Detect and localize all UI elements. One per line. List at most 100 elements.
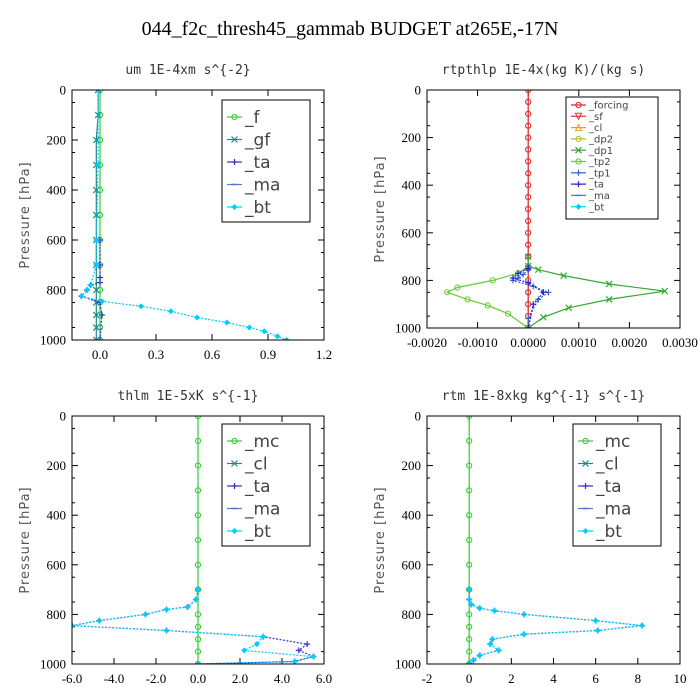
legend-marker	[231, 528, 238, 534]
data-point	[92, 186, 100, 194]
legend-box	[221, 423, 311, 547]
legend-box	[565, 96, 659, 220]
y-tick-label: 200	[402, 130, 422, 145]
data-point	[444, 289, 451, 296]
x-tick-label: 0.0010	[561, 335, 597, 350]
legend-label: _cl	[244, 455, 268, 475]
series-ta	[510, 265, 547, 328]
series-bt	[466, 586, 646, 664]
legend-label: _tp1	[588, 168, 611, 179]
x-tick-label: 0.0	[92, 347, 108, 362]
data-point	[163, 606, 170, 613]
x-tick-label: -2	[422, 671, 433, 686]
x-tick-label: 0.0	[190, 671, 206, 686]
data-point	[520, 611, 527, 618]
data-point	[464, 296, 471, 303]
series-mc	[194, 416, 202, 664]
series-bt	[78, 90, 290, 340]
data-point	[260, 633, 267, 640]
data-point	[92, 286, 100, 294]
data-point	[96, 324, 104, 331]
data-point	[304, 641, 311, 648]
data-point	[525, 325, 532, 328]
data-point	[525, 279, 532, 286]
x-tick-label: 6.0	[316, 671, 332, 686]
legend-marker	[575, 101, 582, 109]
panel-title: um 1E-4xm s^{-2}	[125, 63, 250, 78]
data-point	[525, 122, 532, 129]
data-point	[525, 217, 532, 224]
legend-label: _sf	[588, 112, 603, 123]
legend-label: _bt	[244, 198, 271, 218]
legend-marker	[575, 146, 582, 154]
series-line	[527, 256, 665, 328]
data-point	[476, 605, 483, 612]
y-tick-label: 200	[47, 458, 67, 473]
legend-marker	[231, 460, 238, 467]
data-point	[194, 611, 202, 618]
x-tick-label: 2	[508, 671, 515, 686]
data-point	[484, 302, 491, 309]
x-tick-label: 1.2	[316, 347, 332, 362]
y-tick-label: 400	[47, 508, 67, 523]
data-point	[525, 146, 532, 153]
data-point	[525, 158, 532, 165]
legend-label: _f	[244, 108, 261, 128]
data-point	[194, 623, 202, 630]
data-point	[639, 622, 646, 629]
data-point	[96, 211, 104, 219]
data-point	[560, 272, 568, 280]
data-point	[466, 561, 473, 568]
y-axis-label: Pressure [hPa]	[373, 486, 388, 593]
data-point	[525, 134, 532, 141]
y-tick-label: 0	[415, 83, 422, 98]
legend-label: _dp1	[588, 146, 613, 157]
panel-title: thlm 1E-5xK s^{-1}	[118, 389, 259, 404]
y-tick-label: 800	[47, 283, 67, 298]
x-tick-label: 0.0000	[510, 335, 546, 350]
data-point	[525, 182, 532, 189]
legend: _f _gf_ta _ma_bt	[221, 99, 311, 223]
legend-box	[572, 423, 662, 547]
data-point	[194, 648, 202, 655]
data-point	[295, 647, 302, 654]
plot-frame	[426, 415, 681, 665]
data-point	[94, 90, 102, 94]
series-ta	[78, 237, 105, 340]
data-point	[96, 617, 103, 624]
x-tick-label: -0.0020	[407, 335, 447, 350]
data-point	[194, 536, 202, 544]
data-point	[194, 512, 202, 519]
y-tick-label: 800	[47, 607, 67, 622]
data-point	[96, 286, 104, 294]
x-tick-label: 4.0	[274, 671, 290, 686]
legend: _forcing_sf_cl_dp2_dp1_tp2_tp1_ta_ma_bt	[565, 96, 659, 220]
legend-label: _bt	[244, 522, 271, 542]
data-point	[194, 561, 202, 568]
series-line	[72, 589, 314, 664]
legend-marker	[231, 483, 238, 489]
x-tick-label: 0.0030	[662, 335, 698, 350]
data-point	[504, 310, 512, 317]
data-point	[525, 205, 532, 213]
data-point	[470, 657, 477, 664]
data-point	[565, 304, 573, 312]
data-point	[489, 277, 496, 284]
data-point	[97, 279, 103, 286]
legend-label: _cl	[588, 123, 602, 134]
y-tick-label: 400	[47, 183, 67, 198]
data-point	[194, 636, 202, 643]
x-tick-label: -2.0	[146, 671, 167, 686]
y-tick-label: 400	[402, 508, 422, 523]
data-point	[253, 641, 260, 648]
data-point	[466, 623, 473, 630]
data-point	[194, 462, 202, 469]
x-tick-label: -4.0	[104, 671, 125, 686]
data-point	[194, 437, 202, 444]
y-tick-label: 0	[415, 409, 422, 424]
x-tick-label: 8	[635, 671, 642, 686]
data-point	[96, 136, 104, 144]
legend: _mc _cl_ta _ma_bt	[221, 423, 311, 547]
data-point	[466, 611, 473, 618]
